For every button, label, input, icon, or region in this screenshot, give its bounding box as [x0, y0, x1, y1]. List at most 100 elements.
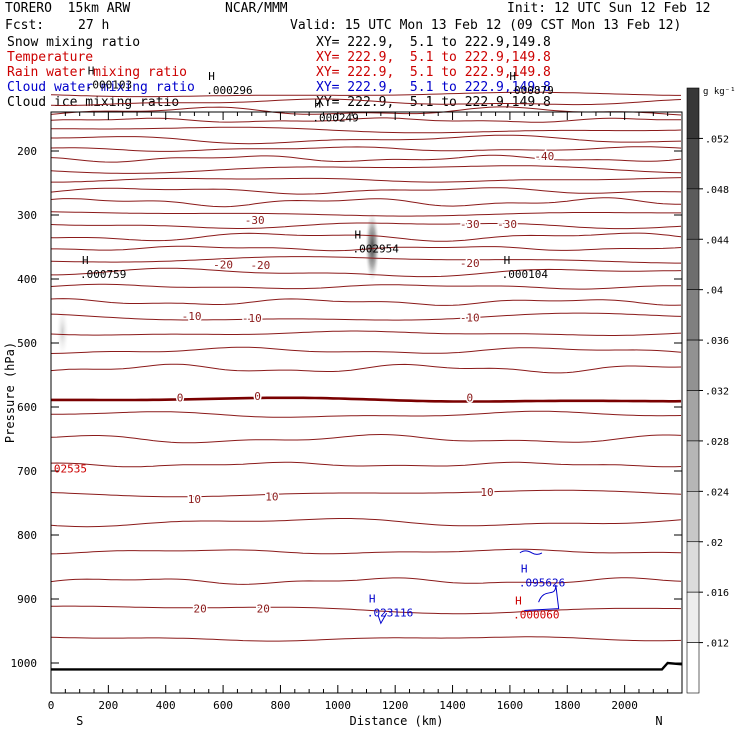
isotherm-line [51, 134, 682, 145]
extremum-value: .000103 [86, 79, 132, 92]
legend-cloud-water: Cloud water mixing ratio [7, 80, 195, 95]
isotherm-line [50, 222, 682, 230]
fcst-label: Fcst: [5, 18, 45, 33]
extremum-h: H [504, 254, 511, 267]
cloud-water-contour [377, 612, 388, 625]
model-title: TORERO 15km ARW [5, 1, 131, 16]
y-tick-label: 900 [17, 593, 37, 606]
colorbar-segment [686, 642, 700, 694]
colorbar-unit: g kg⁻¹ [703, 87, 736, 97]
colorbar-segment [686, 541, 700, 593]
isotherm-line [50, 98, 682, 107]
extremum-value: .000104 [502, 268, 549, 281]
shaded-cloud-ice-core [365, 211, 380, 283]
y-tick-label: 300 [17, 209, 37, 222]
cloud-water-contour [519, 550, 543, 555]
extremum-h: H [314, 97, 321, 110]
x-tick-label: 2000 [611, 699, 638, 712]
colorbar-segment [686, 390, 700, 442]
colorbar-tick-label: .028 [705, 437, 729, 448]
y-tick-label: 400 [17, 273, 37, 286]
isotherm-line [50, 187, 682, 195]
isotherm-label: -20 [460, 257, 480, 270]
extremum-value: .000296 [206, 84, 252, 97]
isotherm-label: 10 [188, 493, 201, 506]
colorbar-tick-label: .04 [705, 286, 723, 297]
isotherm-line [50, 636, 682, 642]
isotherm-line [51, 177, 682, 183]
cloud-water-contour [524, 584, 560, 612]
colorbar-tick-label: .02 [705, 538, 723, 549]
valid-time: Valid: 15 UTC Mon 13 Feb 12 (09 CST Mon … [290, 18, 682, 33]
colorbar-segment [686, 440, 700, 492]
isotherm-line [50, 117, 682, 123]
isotherm-label: -20 [213, 258, 233, 271]
isotherm-label: -30 [497, 218, 517, 231]
north-label: N [655, 714, 662, 728]
isotherm-line [50, 577, 682, 585]
extremum-h: H [355, 229, 362, 242]
colorbar-segment [686, 87, 700, 139]
colorbar-segment [686, 138, 700, 190]
isotherm-line [50, 165, 682, 174]
x-tick-label: 1000 [325, 699, 352, 712]
colorbar-segment [686, 491, 700, 543]
isotherm-label: 0 [254, 390, 261, 403]
colorbar-segment [686, 238, 700, 290]
colorbar-tick-label: .052 [705, 134, 729, 145]
x-tick-label: 1200 [382, 699, 409, 712]
extremum-value: .000879 [507, 84, 553, 97]
extremum-value: .023116 [367, 607, 413, 620]
y-axis-title: Pressure (hPa) [3, 342, 17, 443]
isotherm-line [50, 489, 682, 498]
colorbar-segment [686, 188, 700, 240]
isotherm-label: 0 [177, 391, 184, 404]
y-tick-label: 200 [17, 145, 37, 158]
isotherm-line [50, 605, 682, 615]
extremum-value: .000249 [312, 111, 358, 124]
x-tick-label: 0 [48, 699, 55, 712]
isotherm-line [50, 197, 681, 208]
isotherm-line [50, 363, 682, 374]
isotherm-line [51, 126, 682, 134]
ground-line [51, 661, 683, 671]
colorbar-tick-label: .012 [705, 639, 729, 650]
colorbar-tick-label: .032 [705, 387, 729, 398]
extremum-value: .000759 [80, 268, 126, 281]
extremum-h: H [509, 70, 516, 83]
extremum-h: H [369, 593, 376, 606]
isotherm-label: 0 [466, 391, 473, 404]
legend-rain: Rain water mixing ratio [7, 65, 188, 80]
isotherm-line [50, 154, 682, 163]
extremum-h: H [82, 254, 89, 267]
x-tick-label: 800 [271, 699, 291, 712]
x-tick-label: 1800 [554, 699, 581, 712]
isotherm-label: -30 [245, 214, 265, 227]
x-axis-title: Distance (km) [350, 714, 444, 728]
x-tick-label: 1400 [439, 699, 466, 712]
y-tick-label: 500 [17, 337, 37, 350]
extremum-value: 02535 [54, 462, 87, 475]
extremum-value: .002954 [353, 243, 400, 256]
init-time: Init: 12 UTC Sun 12 Feb 12 [507, 1, 711, 16]
shaded-cloud-ice-left [56, 307, 69, 356]
isotherm-label: -10 [460, 311, 480, 324]
isotherm-line [51, 267, 682, 278]
isotherm-line [50, 91, 681, 98]
colorbar-segment [686, 591, 700, 643]
y-tick-label: 700 [17, 465, 37, 478]
extremum-value: .000060 [513, 609, 559, 622]
colorbar-tick-label: .036 [705, 336, 729, 347]
isotherm-label: 10 [480, 486, 493, 499]
isotherm-label: -40 [534, 150, 554, 163]
y-tick-label: 1000 [11, 657, 38, 670]
isotherm-line [51, 410, 682, 418]
fcst-value: 27 h [78, 18, 110, 33]
colorbar-segment [686, 339, 700, 391]
isotherm-line [50, 346, 682, 354]
colorbar-tick-label: .024 [705, 487, 729, 498]
x-tick-label: 1600 [497, 699, 524, 712]
isotherm-label: -20 [250, 259, 270, 272]
xy-cloud-water: XY= 222.9, 5.1 to 222.9,149.8 [316, 80, 551, 95]
